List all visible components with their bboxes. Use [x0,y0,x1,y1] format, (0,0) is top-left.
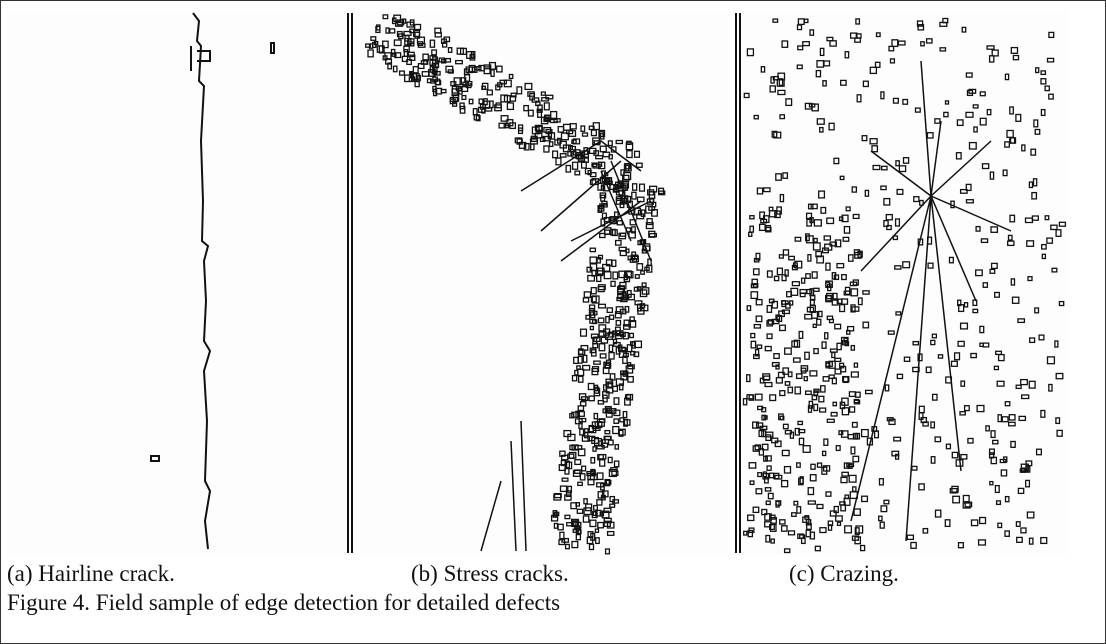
figure: (a) Hairline crack. (b) Stress cracks. (… [0,0,1106,644]
panel-b-image [346,11,731,555]
caption-b: (b) Stress cracks. [411,561,569,587]
caption-a: (a) Hairline crack. [7,561,175,587]
panel-a-image [6,11,346,555]
caption-c: (c) Crazing. [789,561,899,587]
edge-images [1,1,1106,561]
figure-caption: Figure 4. Field sample of edge detection… [7,590,560,616]
